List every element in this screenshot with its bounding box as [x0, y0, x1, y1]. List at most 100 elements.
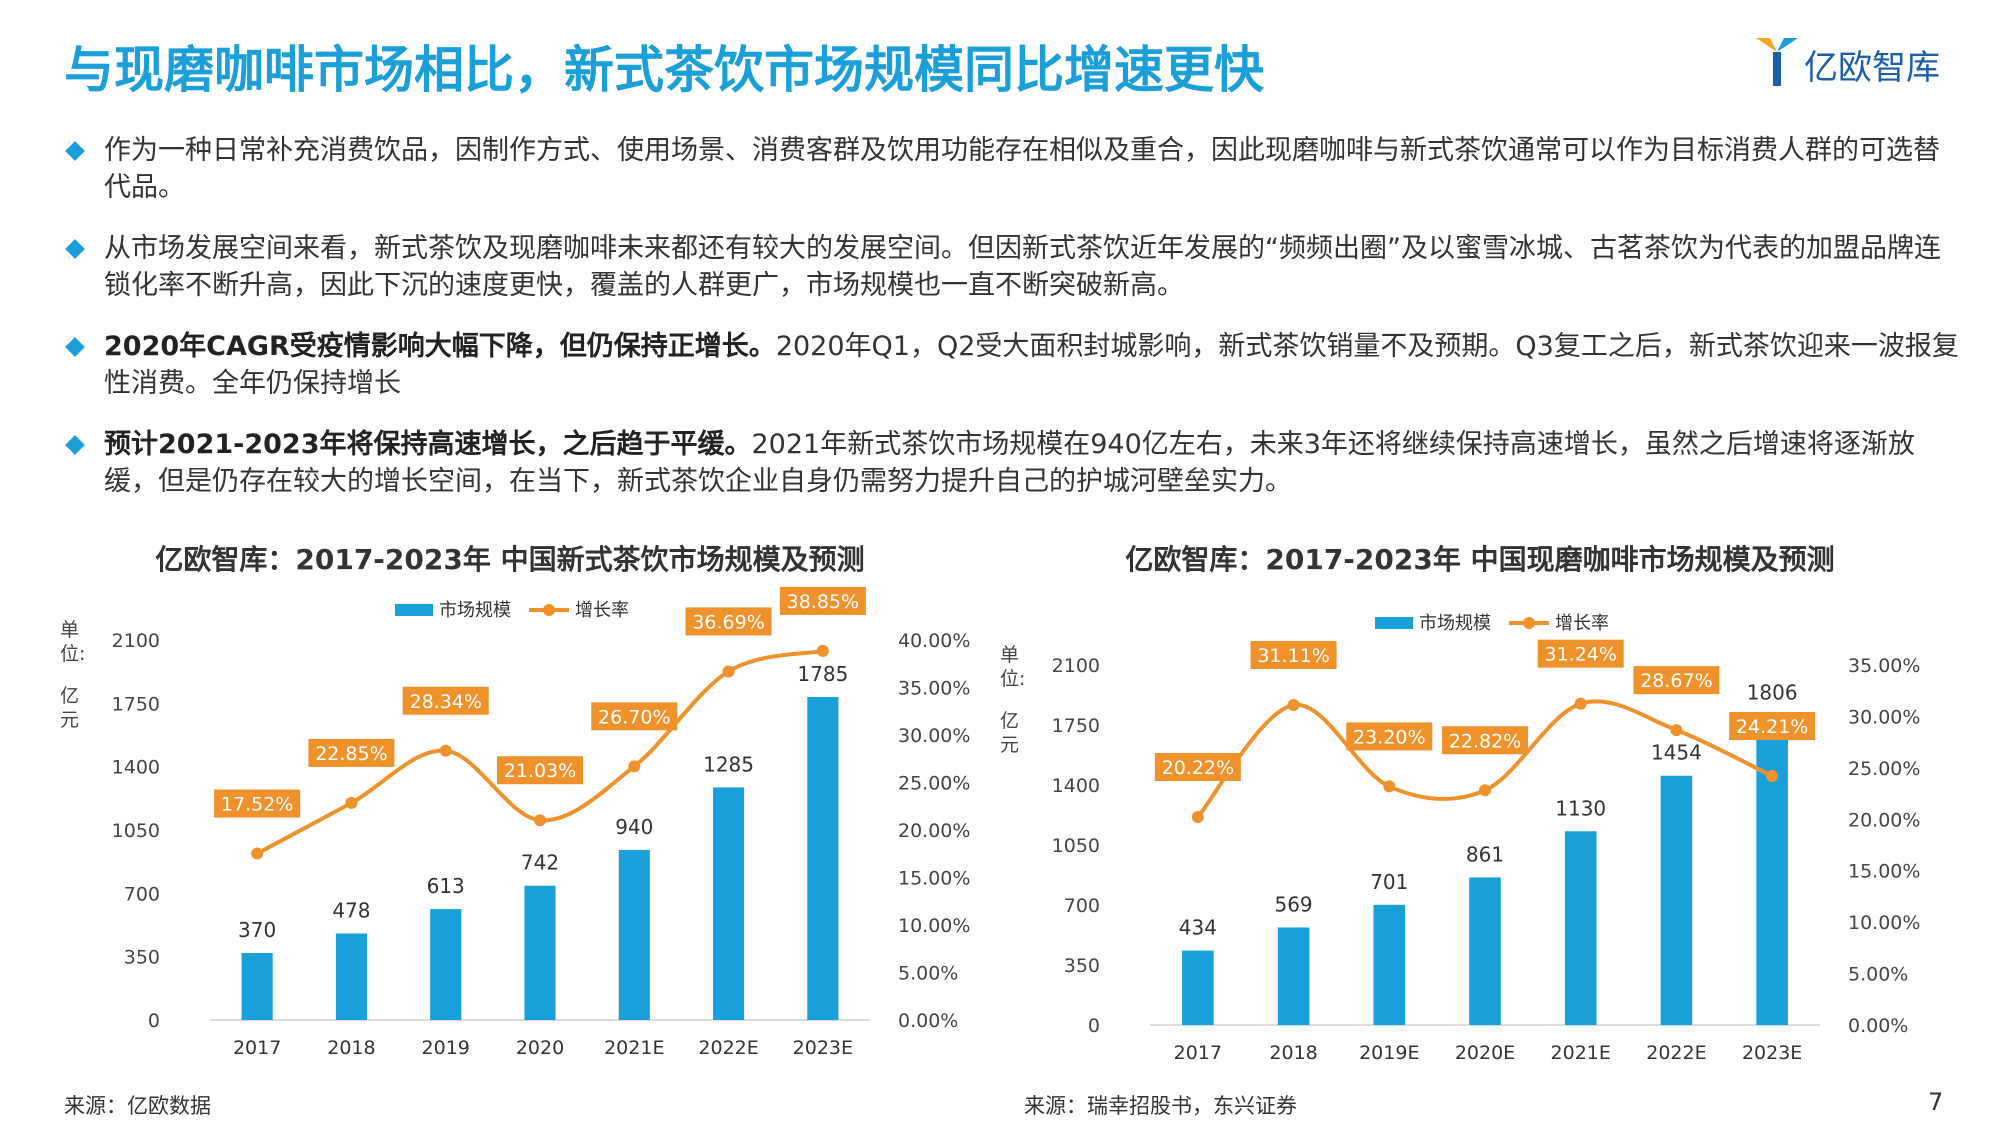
- y-right-tick-label: 30.00%: [898, 725, 970, 747]
- growth-rate-label: 31.11%: [1257, 645, 1329, 667]
- growth-rate-label: 20.22%: [1162, 757, 1234, 779]
- growth-label-box: [214, 789, 301, 818]
- growth-label-box: [1346, 722, 1433, 751]
- logo-text: 亿欧智库: [1804, 48, 1940, 88]
- growth-rate-point: [628, 760, 641, 773]
- legend-line-marker: [543, 604, 555, 616]
- bar-value-label: 1785: [797, 662, 848, 686]
- bar-value-label: 742: [521, 851, 559, 875]
- legend-bar-swatch: [395, 604, 433, 616]
- y-right-tick-label: 35.00%: [898, 678, 970, 700]
- bar-2017: [241, 953, 273, 1020]
- coffee-chart-source: 来源：瑞幸招股书，东兴证券: [1024, 1094, 1297, 1118]
- x-tick-label: 2017: [1174, 1042, 1222, 1064]
- bar-2019: [430, 909, 462, 1020]
- growth-label-box: [1442, 726, 1528, 755]
- x-tick-label: 2022E: [698, 1037, 758, 1059]
- growth-rate-label: 22.82%: [1449, 730, 1521, 752]
- legend-bar-label: 市场规模: [1419, 613, 1491, 634]
- x-tick-label: 2019E: [1359, 1042, 1419, 1064]
- growth-rate-label: 26.70%: [598, 706, 670, 728]
- y-left-tick-label: 1750: [112, 693, 160, 715]
- x-tick-label: 2023E: [793, 1037, 853, 1059]
- bullet-text: 2021年新式茶饮市场规模在940亿左右，未来3年还将继续保持高速增长，虽然之后…: [104, 429, 1915, 497]
- coffee-chart-title: 亿欧智库：2017-2023年 中国现磨咖啡市场规模及预测: [1125, 543, 1835, 576]
- y-axis-unit-label: 位:: [60, 643, 85, 665]
- y-axis-unit-label: 亿: [60, 685, 79, 707]
- bar-2019E: [1373, 904, 1406, 1025]
- legend-line-label: 增长率: [1555, 613, 1609, 634]
- y-axis-unit-label: 单: [60, 619, 79, 641]
- y-left-tick-label: 700: [124, 883, 160, 905]
- bar-value-label: 434: [1179, 916, 1217, 940]
- y-left-tick-label: 700: [1064, 895, 1100, 917]
- y-right-tick-label: 20.00%: [1848, 809, 1920, 831]
- y-right-tick-label: 10.00%: [1848, 912, 1920, 934]
- growth-rate-label: 17.52%: [221, 794, 293, 816]
- x-tick-label: 2017: [233, 1037, 281, 1059]
- bullet-item: 从市场发展空间来看，新式茶饮及现磨咖啡未来都还有较大的发展空间。但因新式茶饮近年…: [64, 230, 1964, 304]
- legend-bar-swatch: [1375, 617, 1413, 629]
- growth-label-box: [1633, 666, 1720, 695]
- y-axis-unit-label: 亿: [1000, 710, 1019, 732]
- x-tick-label: 2023E: [1742, 1042, 1802, 1064]
- growth-rate-point: [722, 665, 735, 678]
- growth-rate-point: [1766, 769, 1779, 782]
- growth-rate-point: [1670, 724, 1683, 737]
- growth-rate-label: 28.67%: [1640, 670, 1712, 692]
- growth-label-box: [591, 702, 678, 731]
- y-left-tick-label: 1750: [1052, 715, 1100, 737]
- y-right-tick-label: 40.00%: [898, 630, 970, 652]
- y-left-tick-label: 1050: [112, 820, 160, 842]
- bar-2022E: [1660, 775, 1693, 1025]
- y-left-tick-label: 1400: [112, 757, 160, 779]
- bar-value-label: 1285: [703, 752, 754, 776]
- bar-value-label: 613: [427, 874, 465, 898]
- bar-2023E: [807, 697, 839, 1020]
- growth-rate-point: [1479, 784, 1491, 797]
- y-axis-unit-label: 元: [1000, 734, 1019, 756]
- bar-value-label: 1130: [1555, 796, 1606, 820]
- growth-label-box: [497, 756, 583, 785]
- diamond-bullet-icon: [65, 435, 85, 455]
- growth-rate-point: [439, 744, 452, 757]
- bullet-item: 作为一种日常补充消费饮品，因制作方式、使用场景、消费客群及饮用功能存在相似及重合…: [64, 132, 1964, 206]
- y-right-tick-label: 10.00%: [898, 915, 970, 937]
- y-left-tick-label: 2100: [1052, 655, 1100, 677]
- bullet-bold-text: 预计2021-2023年将保持高速增长，之后趋于平缓。: [104, 429, 752, 460]
- y-right-tick-label: 5.00%: [898, 963, 958, 985]
- x-tick-label: 2020: [516, 1037, 564, 1059]
- bar-value-label: 370: [238, 918, 276, 942]
- y-right-tick-label: 0.00%: [898, 1010, 958, 1032]
- growth-rate-point: [1287, 699, 1300, 712]
- bar-2018: [1277, 927, 1310, 1025]
- tea-chart-source: 来源：亿欧数据: [64, 1094, 211, 1118]
- bar-2017: [1182, 950, 1214, 1025]
- page-number: 7: [1928, 1088, 1944, 1116]
- bullet-item: 2020年CAGR受疫情影响大幅下降，但仍保持正增长。2020年Q1，Q2受大面…: [64, 328, 1964, 402]
- bar-value-label: 940: [615, 815, 653, 839]
- diamond-bullet-icon: [65, 141, 85, 161]
- bar-2022E: [713, 787, 745, 1020]
- page-title: 与现磨咖啡市场相比，新式茶饮市场规模同比增速更快: [64, 41, 1264, 99]
- legend-line-marker: [1523, 617, 1535, 629]
- y-left-tick-label: 1050: [1052, 835, 1100, 857]
- growth-rate-label: 21.03%: [504, 760, 576, 782]
- y-right-tick-label: 30.00%: [1848, 706, 1920, 728]
- bar-2021E: [618, 849, 650, 1020]
- y-right-tick-label: 25.00%: [898, 773, 970, 795]
- bar-value-label: 701: [1370, 870, 1408, 894]
- growth-label-box: [308, 738, 395, 767]
- tea-chart-title: 亿欧智库：2017-2023年 中国新式茶饮市场规模及预测: [155, 543, 865, 576]
- x-tick-label: 2018: [327, 1037, 375, 1059]
- y-left-tick-label: 0: [148, 1010, 160, 1032]
- growth-label-box: [779, 586, 866, 615]
- bullet-text: 作为一种日常补充消费饮品，因制作方式、使用场景、消费客群及饮用功能存在相似及重合…: [104, 135, 1940, 203]
- x-tick-label: 2021E: [604, 1037, 664, 1059]
- y-right-tick-label: 5.00%: [1848, 964, 1908, 986]
- bar-2021E: [1564, 831, 1597, 1025]
- y-right-tick-label: 25.00%: [1848, 758, 1920, 780]
- diamond-bullet-icon: [65, 337, 85, 357]
- y-axis-unit-label: 位:: [1000, 668, 1025, 690]
- growth-rate-point: [816, 644, 829, 657]
